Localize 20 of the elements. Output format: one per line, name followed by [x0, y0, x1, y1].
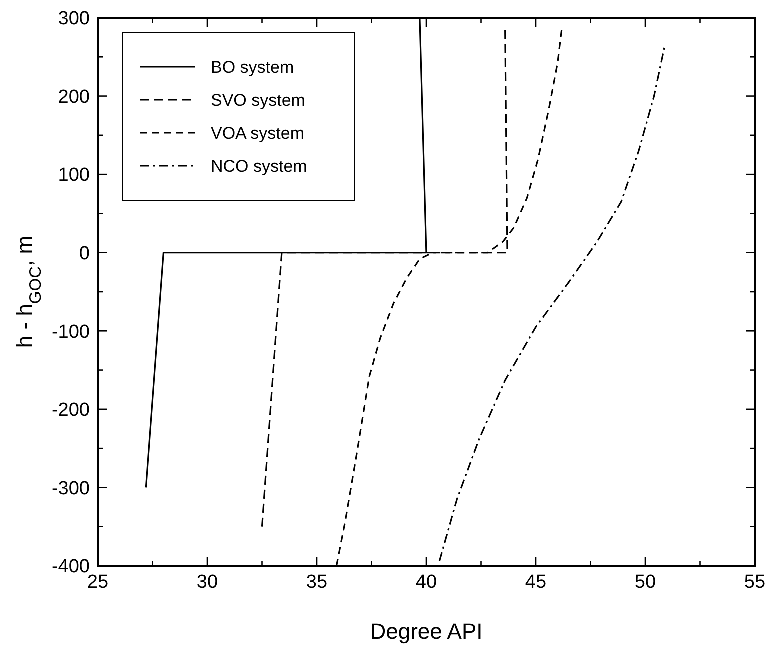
x-tick-label: 40	[416, 572, 438, 593]
x-tick-label: 55	[744, 572, 766, 593]
y-tick-label: 100	[58, 165, 90, 186]
y-tick-label: -100	[52, 322, 90, 343]
y-tick-label: -200	[52, 400, 90, 422]
x-tick-label: 25	[87, 572, 109, 593]
y-tick-label: 300	[58, 8, 90, 30]
legend-label: VOA system	[211, 124, 305, 143]
y-tick-label: -300	[52, 478, 90, 500]
x-tick-label: 30	[196, 572, 218, 593]
legend-label: BO system	[211, 58, 294, 77]
x-tick-label: 35	[306, 572, 328, 593]
x-axis-title: Degree API	[370, 619, 483, 644]
x-tick-label: 45	[525, 572, 547, 593]
legend-label: SVO system	[211, 90, 306, 110]
y-tick-label: 0	[79, 244, 90, 265]
legend-label: NCO system	[211, 156, 308, 176]
y-tick-label: -400	[52, 556, 90, 578]
x-tick-label: 50	[634, 572, 656, 593]
y-tick-label: 200	[58, 86, 90, 108]
